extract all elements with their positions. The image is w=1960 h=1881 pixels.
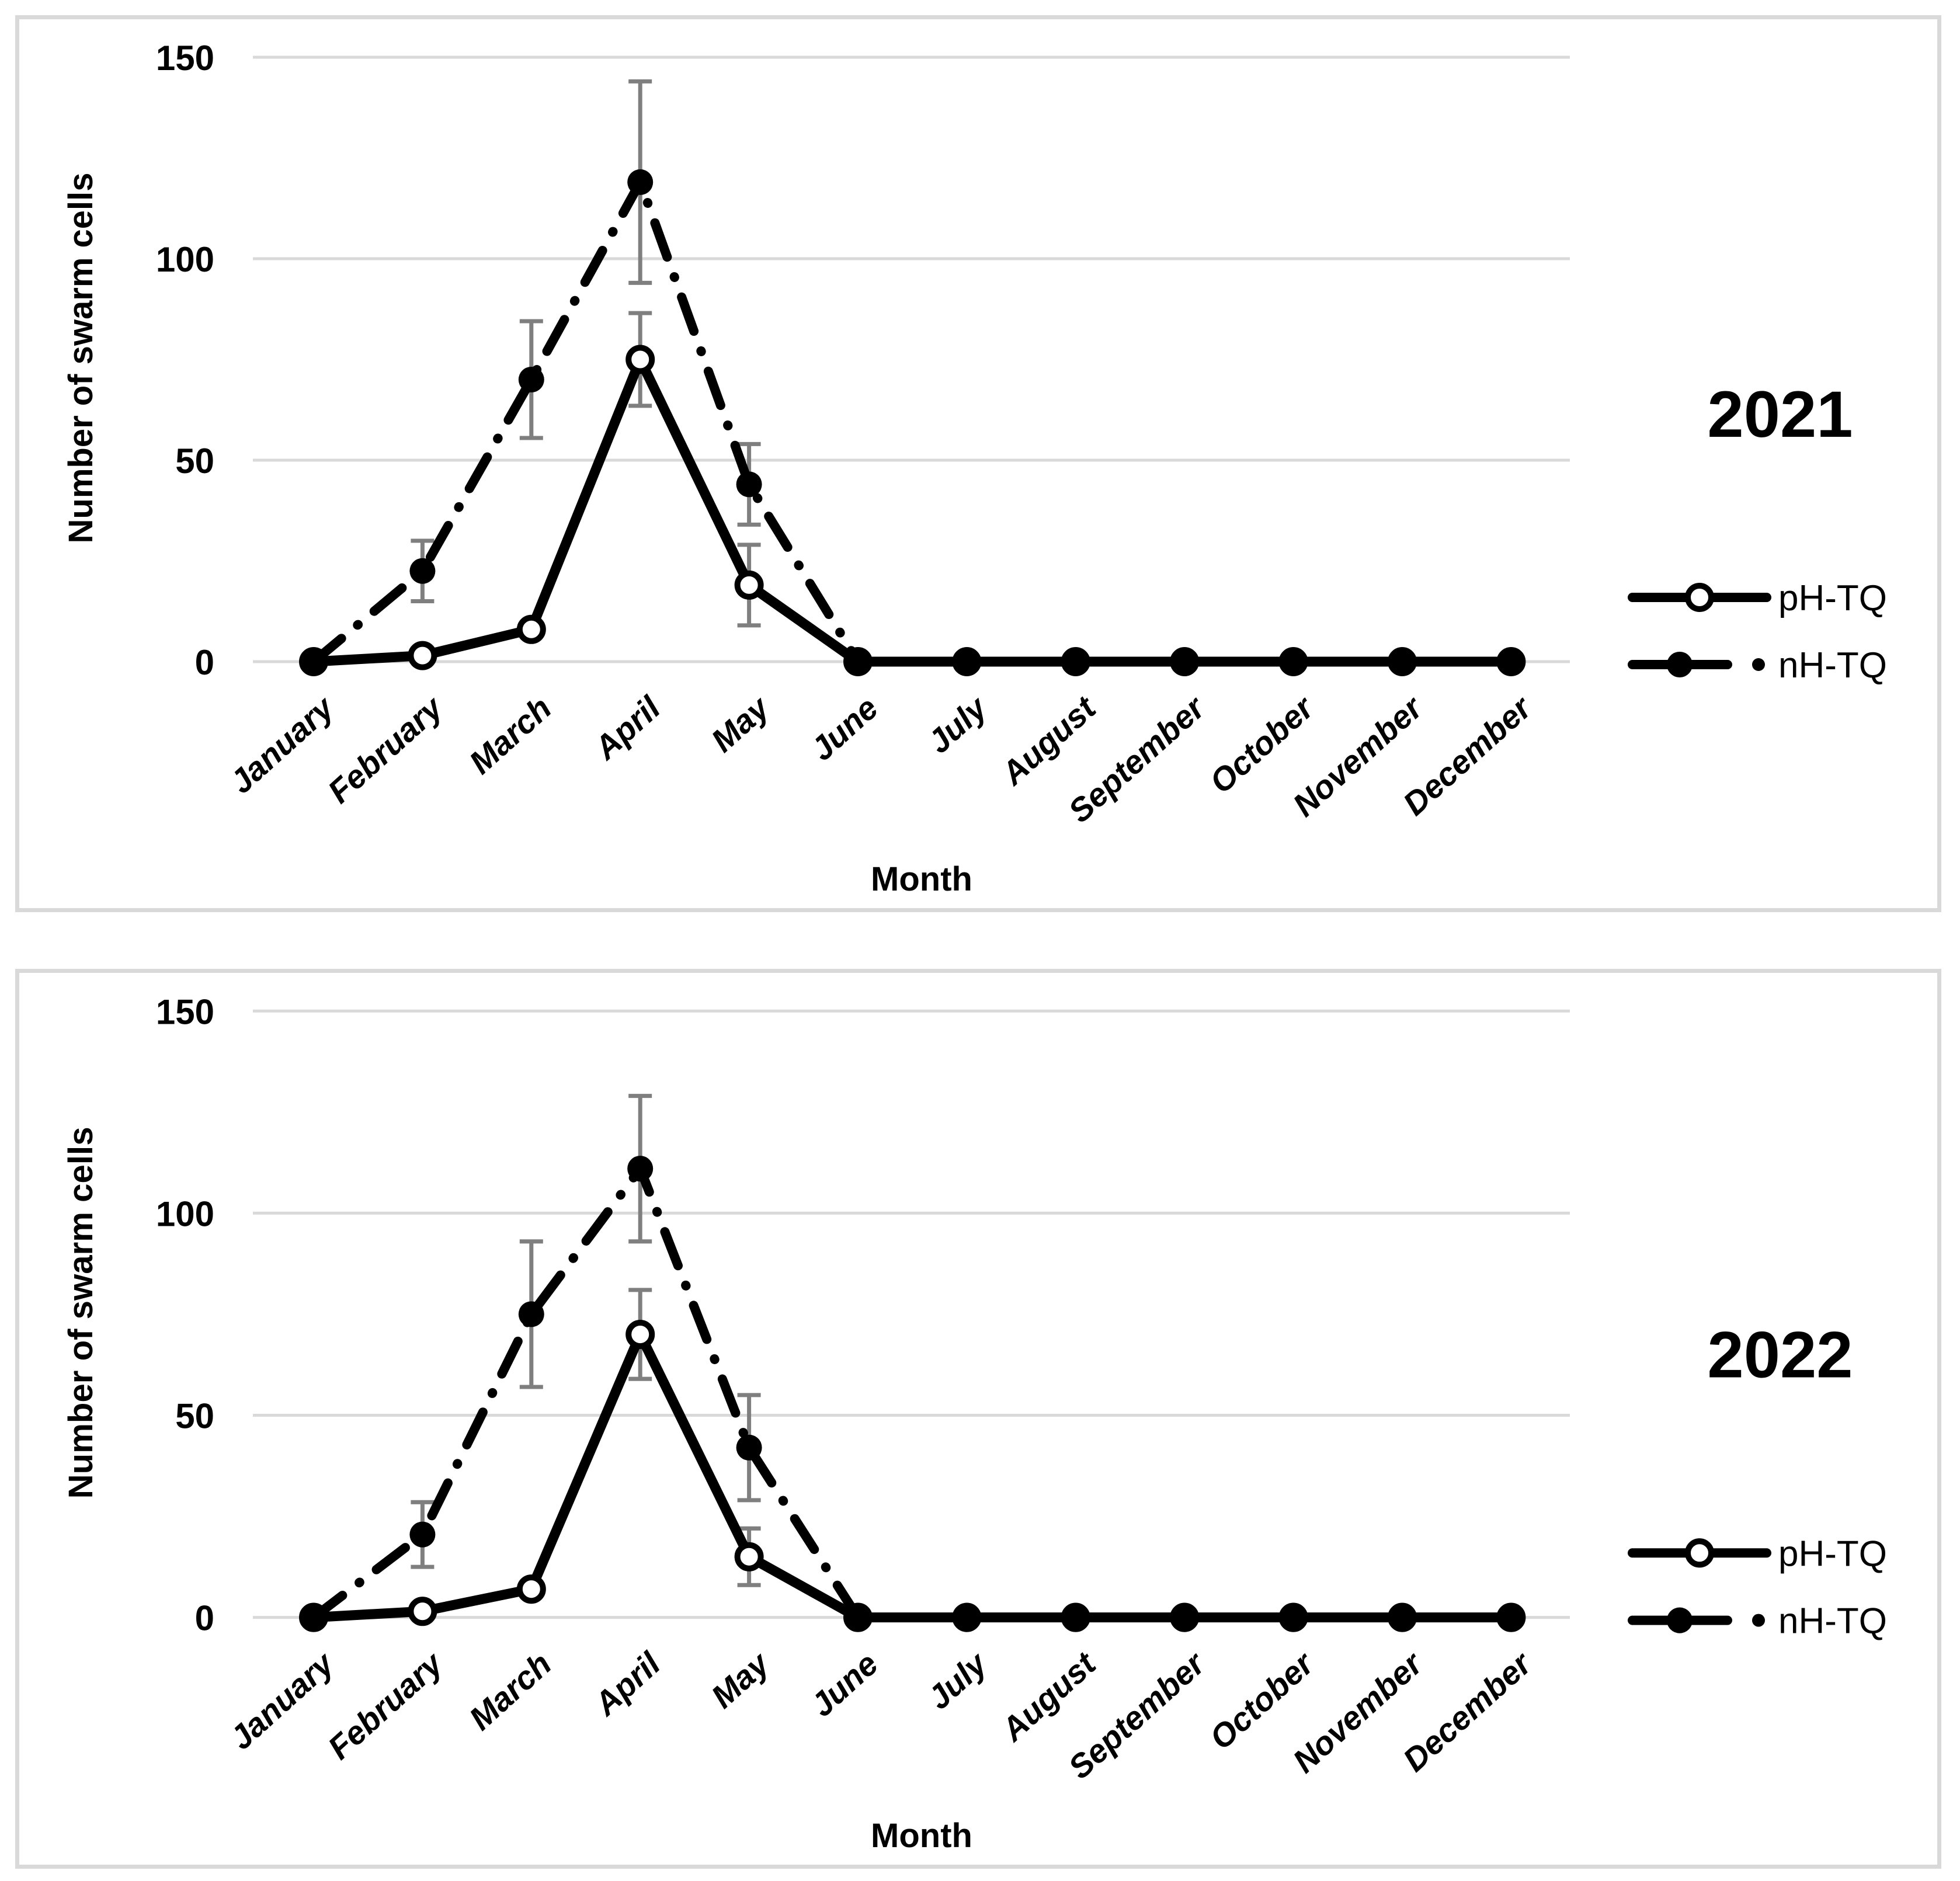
legend-open-circle-icon: [1685, 583, 1714, 612]
data-point-nh-tq: [1172, 1604, 1198, 1630]
chart-panel-2021: 0 50 100 150 January February March April May Ju…: [15, 15, 1941, 912]
y-axis-title: Number of swarm cells: [62, 1126, 100, 1498]
data-point-nh-tq: [736, 1434, 762, 1461]
legend-open-circle-icon: [1685, 1538, 1714, 1568]
data-point-nh-tq: [954, 1604, 980, 1630]
x-tick-label: May: [704, 1644, 777, 1715]
data-point-ph-tq: [625, 345, 655, 374]
x-tick-label: July: [920, 1644, 995, 1716]
year-label: 2021: [1707, 378, 1853, 451]
data-point-nh-tq: [845, 649, 871, 674]
x-axis-title: Month: [871, 860, 972, 898]
series-line-ph-tq: [308, 354, 1516, 667]
x-axis-title: Month: [871, 1817, 972, 1855]
y-axis-title: Number of swarm cells: [62, 173, 100, 544]
x-tick-label: August: [993, 689, 1104, 793]
data-point-ph-tq: [516, 614, 546, 644]
legend-filled-circle-icon: [1667, 1607, 1693, 1633]
y-tick-label: 50: [175, 1396, 214, 1435]
data-point-nh-tq: [518, 367, 544, 392]
series-line-nh-tq: [309, 177, 1516, 666]
x-tick-label: February: [321, 1644, 450, 1767]
legend-label-ph-tq: pH-TQ: [1778, 578, 1887, 618]
data-point-nh-tq: [1062, 1604, 1089, 1630]
y-tick-label: 150: [156, 992, 214, 1031]
series-lines: [308, 1164, 1516, 1623]
x-tick-label: July: [920, 688, 995, 760]
data-point-nh-tq: [1280, 1604, 1306, 1630]
x-tick-label: February: [321, 688, 450, 810]
y-tick-label: 0: [195, 643, 214, 682]
data-point-nh-tq: [1498, 1604, 1524, 1630]
data-point-ph-tq: [408, 641, 437, 670]
data-point-nh-tq: [518, 1301, 544, 1327]
x-tick-label: June: [804, 1645, 885, 1724]
gridlines: [253, 1009, 1570, 1619]
series-markers: [299, 1156, 1526, 1632]
data-point-nh-tq: [845, 1604, 871, 1630]
legend: pH-TQ nH-TQ: [1628, 578, 1887, 686]
data-point-nh-tq: [301, 649, 326, 674]
chart-panel-2022: 0 50 100 150 January February March April May Ju…: [15, 969, 1941, 1869]
legend-dot-icon: [1752, 658, 1765, 671]
data-point-nh-tq: [1280, 649, 1306, 674]
data-point-nh-tq: [954, 649, 980, 674]
data-point-nh-tq: [409, 1521, 436, 1548]
y-tick-label: 100: [156, 1194, 214, 1233]
legend-item-nh-tq: nH-TQ: [1628, 645, 1887, 686]
legend-item-ph-tq: pH-TQ: [1628, 1534, 1887, 1574]
legend: pH-TQ nH-TQ: [1628, 1534, 1887, 1642]
series-line-nh-tq: [309, 1164, 1516, 1622]
x-tick-label: May: [704, 688, 777, 759]
data-point-nh-tq: [1498, 649, 1524, 674]
legend-label-nh-tq: nH-TQ: [1778, 1601, 1887, 1642]
data-point-nh-tq: [736, 471, 762, 498]
x-tick-label: March: [462, 1645, 558, 1737]
data-point-ph-tq: [734, 1542, 764, 1571]
data-point-ph-tq: [734, 570, 764, 600]
legend-label-nh-tq: nH-TQ: [1778, 645, 1887, 686]
data-point-nh-tq: [1172, 649, 1198, 674]
legend-label-ph-tq: pH-TQ: [1778, 1534, 1887, 1574]
data-point-nh-tq: [627, 169, 654, 195]
series-lines: [308, 177, 1516, 667]
error-bars: [411, 79, 761, 628]
data-point-ph-tq: [516, 1574, 546, 1604]
y-tick-labels: 0 50 100 150: [156, 39, 214, 682]
y-tick-label: 150: [156, 39, 214, 78]
y-tick-label: 100: [156, 240, 214, 279]
legend-filled-circle-icon: [1667, 652, 1693, 677]
series-line-ph-tq: [308, 1329, 1516, 1623]
gridlines: [253, 55, 1570, 663]
x-tick-label: March: [462, 689, 558, 781]
legend-item-ph-tq: pH-TQ: [1628, 578, 1887, 618]
data-point-nh-tq: [1389, 1604, 1415, 1630]
year-label: 2022: [1707, 1317, 1853, 1391]
y-tick-label: 50: [175, 441, 214, 481]
data-point-ph-tq: [408, 1597, 437, 1626]
data-point-nh-tq: [627, 1156, 654, 1182]
data-point-nh-tq: [1389, 649, 1415, 674]
legend-item-nh-tq: nH-TQ: [1628, 1601, 1887, 1642]
data-point-nh-tq: [409, 558, 436, 584]
x-tick-label: April: [586, 689, 668, 767]
data-point-ph-tq: [625, 1319, 655, 1350]
data-point-nh-tq: [1062, 649, 1089, 674]
y-tick-label: 0: [195, 1599, 214, 1638]
x-tick-label: June: [804, 689, 885, 767]
y-tick-labels: 0 50 100 150: [156, 992, 214, 1638]
legend-dot-icon: [1752, 1614, 1765, 1627]
x-tick-label: April: [586, 1644, 668, 1723]
x-tick-label: August: [993, 1644, 1104, 1748]
data-point-nh-tq: [301, 1604, 326, 1630]
series-markers: [299, 169, 1526, 676]
